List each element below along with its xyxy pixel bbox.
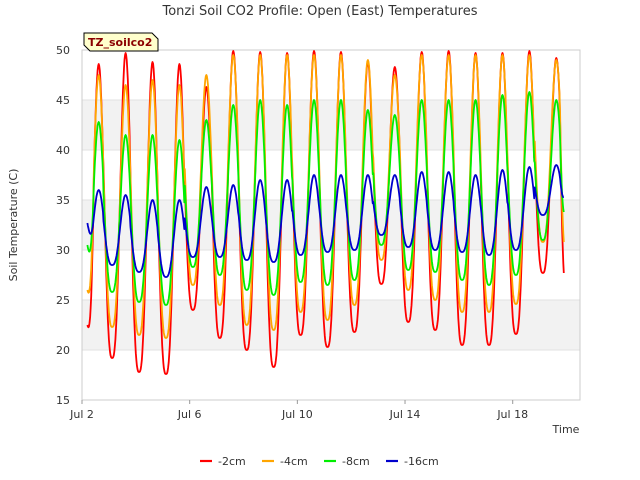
y-tick-label: 40 (56, 144, 70, 157)
series-line--4cm (86, 54, 565, 339)
plot-area (81, 49, 581, 401)
legend-label: -8cm (342, 455, 370, 468)
x-axis-label: Time (552, 423, 580, 436)
chart-title: Tonzi Soil CO2 Profile: Open (East) Temp… (161, 4, 477, 19)
legend-label: -2cm (218, 455, 246, 468)
grid-band (82, 100, 580, 150)
y-tick-label: 45 (56, 94, 70, 107)
x-tick-label: Jul 6 (177, 408, 202, 421)
y-tick-label: 30 (56, 244, 70, 257)
y-tick-label: 15 (56, 394, 70, 407)
y-tick-label: 35 (56, 194, 70, 207)
y-axis-label: Soil Temperature (C) (7, 169, 20, 282)
site-badge: TZ_soilco2 (83, 32, 159, 52)
site-badge-label: TZ_soilco2 (88, 36, 152, 49)
x-axis: Jul 2 Jul 6 Jul 10 Jul 14 Jul 18 (69, 400, 528, 421)
legend: -2cm -4cm -8cm -16cm (200, 455, 439, 468)
x-tick-label: Jul 10 (281, 408, 313, 421)
series-line--8cm (86, 91, 565, 306)
y-tick-label: 50 (56, 44, 70, 57)
site-badge-box (83, 32, 159, 52)
legend-label: -16cm (404, 455, 439, 468)
series-line--2cm (86, 50, 565, 375)
series-line--16cm (86, 164, 565, 278)
y-tick-label: 25 (56, 294, 70, 307)
x-tick-label: Jul 18 (496, 408, 528, 421)
x-tick-label: Jul 14 (389, 408, 421, 421)
legend-label: -4cm (280, 455, 308, 468)
x-tick-label: Jul 2 (69, 408, 94, 421)
y-tick-label: 20 (56, 344, 70, 357)
y-axis: 15 20 25 30 35 40 45 50 (56, 44, 70, 407)
series-layer (86, 50, 565, 375)
